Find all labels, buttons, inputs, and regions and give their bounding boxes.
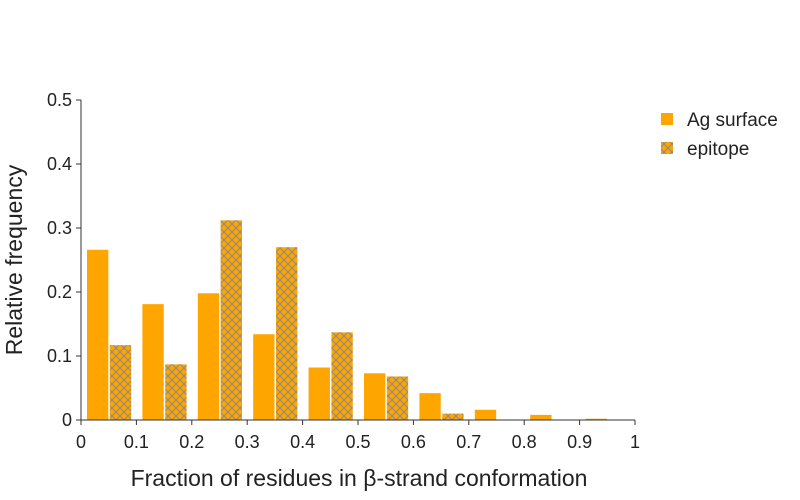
bar-epitope-2 — [220, 220, 242, 420]
x-tick-label: 0 — [76, 432, 86, 452]
bar-ag-surface-5 — [364, 373, 386, 420]
bar-ag-surface-7 — [474, 409, 497, 420]
bar-ag-surface-9 — [585, 418, 607, 420]
x-tick-label: 0.9 — [567, 432, 592, 452]
x-tick-label: 0.8 — [512, 432, 537, 452]
y-tick-label: 0.5 — [47, 90, 72, 110]
bar-epitope-1 — [165, 364, 187, 420]
legend-item-epitope: epitope — [661, 139, 749, 160]
bar-ag-surface-1 — [142, 304, 164, 420]
legend-swatch-hatch — [661, 142, 673, 154]
bar-ag-surface-4 — [308, 367, 330, 420]
legend-item-ag-surface: Ag surface — [661, 110, 778, 131]
bar-epitope-3 — [276, 247, 298, 420]
bar-epitope-0 — [109, 345, 132, 420]
bar-epitope-4 — [331, 332, 353, 420]
legend: Ag surface epitope — [661, 110, 778, 160]
bar-epitope-6 — [442, 413, 464, 420]
x-tick-label: 0.2 — [179, 432, 204, 452]
bar-ag-surface-3 — [253, 334, 275, 420]
legend-swatch-solid — [661, 113, 673, 125]
y-tick-label: 0.4 — [47, 154, 72, 174]
y-tick-label: 0.1 — [47, 346, 72, 366]
legend-label-ag-surface: Ag surface — [687, 110, 778, 131]
bar-ag-surface-6 — [419, 393, 441, 420]
bar-epitope-5 — [386, 376, 409, 420]
y-tick-label: 0 — [62, 410, 72, 430]
x-tick-label: 0.4 — [290, 432, 315, 452]
bar-ag-surface-8 — [530, 414, 552, 420]
bars-group — [87, 220, 607, 420]
x-tick-label: 0.6 — [401, 432, 426, 452]
axes-group: 0 0.1 0.2 0.3 0.4 0.5 0 0.1 0.2 0.3 0.4 0.5 0.6 0.7 0.… — [47, 90, 640, 452]
x-tick-label: 1 — [630, 432, 640, 452]
x-tick-label: 0.1 — [124, 432, 149, 452]
y-axis-title: Relative frequency — [1, 164, 27, 355]
y-tick-label: 0.3 — [47, 218, 72, 238]
x-tick-label: 0.7 — [456, 432, 481, 452]
x-tick-label: 0.3 — [235, 432, 260, 452]
bar-ag-surface-2 — [197, 293, 220, 420]
y-tick-label: 0.2 — [47, 282, 72, 302]
x-axis-title: Fraction of residues in β-strand conform… — [131, 465, 588, 491]
legend-label-epitope: epitope — [687, 139, 749, 160]
bar-ag-surface-0 — [87, 249, 109, 420]
x-tick-label: 0.5 — [345, 432, 370, 452]
